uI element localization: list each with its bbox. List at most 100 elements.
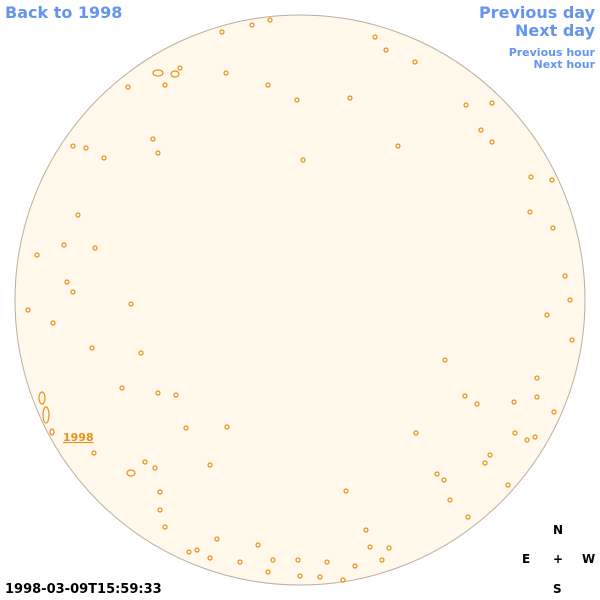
active-region-contour [317,574,323,580]
active-region-contour [474,401,480,407]
active-region-contour [383,47,389,53]
active-region-contour [265,569,271,575]
compass-south: S [553,582,562,596]
active-region-contour [183,425,189,431]
next-day-link[interactable]: Next day [515,21,595,40]
active-region-contour [463,102,469,108]
active-region-contour [49,428,55,436]
active-region-contour [505,482,511,488]
active-region-contour [162,82,168,88]
active-region-contour [255,542,261,548]
active-region-contour [186,549,192,555]
active-region-contour [150,136,156,142]
active-region-contour [138,350,144,356]
active-region-contour [482,460,488,466]
active-region-contour [532,434,538,440]
back-link[interactable]: Back to 1998 [5,3,123,22]
previous-day-link[interactable]: Previous day [478,3,595,22]
active-region-contour [126,469,136,477]
active-region-contour [61,242,67,248]
active-region-contour [478,127,484,133]
active-region-contour [155,150,161,156]
active-region-contour [352,563,358,569]
active-region-contour [75,212,81,218]
active-region-contour [155,390,161,396]
active-region-contour [207,462,213,468]
active-region-contour [142,459,148,465]
active-region-contour [70,289,76,295]
active-region-contour [524,437,530,443]
active-region-contour [152,465,158,471]
active-region-contour [441,477,447,483]
active-region-contour [343,488,349,494]
active-region-contour [395,143,401,149]
active-region-contour [534,375,540,381]
previous-hour-link[interactable]: Previous hour [508,46,595,59]
active-region-contour [434,471,440,477]
active-region-contour [91,450,97,456]
active-region-contour [50,320,56,326]
active-region-contour [386,545,392,551]
active-region-contour [487,452,493,458]
active-region-contour [270,557,276,563]
active-region-contour [157,507,163,513]
active-region-contour [173,392,179,398]
active-region-contour [219,29,225,35]
active-region-contour [170,70,180,78]
active-region-contour [413,430,419,436]
active-region-contour [295,557,301,563]
active-region-contour [152,69,164,77]
active-region-contour [489,100,495,106]
active-region-contour [489,139,495,145]
active-region-contour [42,406,50,424]
next-hour-link[interactable]: Next hour [533,58,596,71]
active-region-contour [562,273,568,279]
compass-west: W [582,552,596,566]
active-region-contour [367,544,373,550]
active-region-contour [267,17,273,23]
active-region-contour [162,524,168,530]
active-region-contour [157,489,163,495]
active-region-contour [512,430,518,436]
active-region-contour [569,337,575,343]
active-region-contour [70,143,76,149]
active-region-contour [83,145,89,151]
active-region-contour [465,514,471,520]
active-region-contour [363,527,369,533]
active-region-contour [551,409,557,415]
active-region-contour [25,307,31,313]
active-region-contour [294,97,300,103]
active-region-contour [511,399,517,405]
active-region-contour [324,559,330,565]
active-region-contour [38,391,46,405]
active-region-contour [447,497,453,503]
region-label[interactable]: 1998 [63,431,94,444]
active-region-contour [340,577,346,583]
active-region-contour [34,252,40,258]
active-region-contour [528,174,534,180]
active-region-contour [224,424,230,430]
active-region-contour [442,357,448,363]
active-region-contour [527,209,533,215]
active-region-contour [92,245,98,251]
active-region-contour [177,65,183,71]
active-region-contour [125,84,131,90]
solar-disk [14,14,586,586]
active-region-contour [194,547,200,553]
active-region-contour [89,345,95,351]
compass-north: N [553,523,564,537]
active-regions [25,17,575,583]
active-region-contour [249,22,255,28]
timestamp: 1998-03-09T15:59:33 [5,582,162,597]
active-region-contour [534,394,540,400]
active-region-contour [64,279,70,285]
active-region-contour [544,312,550,318]
active-region-contour [101,155,107,161]
active-region-contour [372,34,378,40]
active-region-contour [550,225,556,231]
active-region-contour [347,95,353,101]
active-region-contour [223,70,229,76]
